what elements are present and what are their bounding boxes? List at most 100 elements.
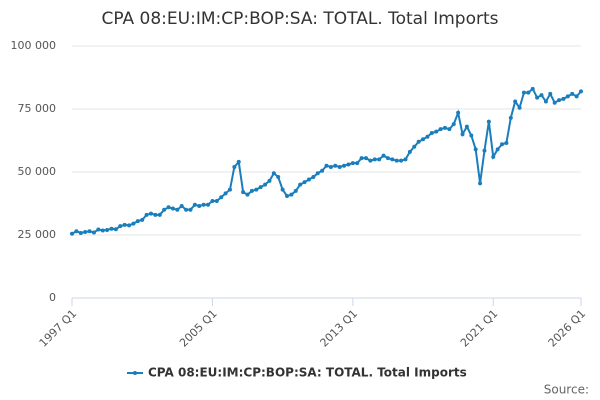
data-point xyxy=(434,129,439,134)
data-point xyxy=(245,192,250,197)
data-point xyxy=(557,98,562,103)
data-point xyxy=(197,204,202,209)
data-point xyxy=(412,144,417,149)
data-point xyxy=(368,158,373,163)
data-point xyxy=(548,91,553,96)
data-point xyxy=(333,163,338,168)
data-point xyxy=(184,207,189,212)
data-point xyxy=(517,105,522,110)
data-point xyxy=(390,157,395,162)
data-point xyxy=(456,110,461,115)
data-point xyxy=(491,154,496,159)
x-tick-label: 2026 Q1 xyxy=(546,307,589,350)
data-point xyxy=(495,147,500,152)
data-point xyxy=(552,100,557,105)
legend-marker xyxy=(133,371,137,375)
data-point xyxy=(539,93,544,98)
data-point xyxy=(232,164,237,169)
y-tick-label: 50 000 xyxy=(18,165,57,178)
data-point xyxy=(219,195,224,200)
data-point xyxy=(166,205,171,210)
data-point xyxy=(87,229,92,234)
data-point xyxy=(179,204,184,209)
data-point xyxy=(162,207,167,212)
data-point xyxy=(289,192,294,197)
data-point xyxy=(113,227,118,232)
data-point xyxy=(74,229,79,234)
data-point xyxy=(280,187,285,192)
data-point xyxy=(267,178,272,183)
data-point xyxy=(227,187,232,192)
data-point xyxy=(486,119,491,124)
data-point xyxy=(500,142,505,147)
data-point xyxy=(315,171,320,176)
data-point xyxy=(359,156,364,161)
data-point xyxy=(521,90,526,95)
data-point xyxy=(140,217,145,222)
data-point xyxy=(214,198,219,203)
data-point xyxy=(416,139,421,144)
data-point xyxy=(530,86,535,91)
data-point xyxy=(285,193,290,198)
data-point xyxy=(144,212,149,217)
data-point xyxy=(574,94,579,99)
data-point xyxy=(236,159,241,164)
x-tick-label: 2013 Q1 xyxy=(318,307,361,350)
data-point xyxy=(302,180,307,185)
y-tick-label: 100 000 xyxy=(11,39,57,52)
data-point xyxy=(96,227,101,232)
data-point xyxy=(293,188,298,193)
data-point xyxy=(526,90,531,95)
data-point xyxy=(324,163,329,168)
data-point xyxy=(311,175,316,180)
y-tick-label: 0 xyxy=(49,291,56,304)
data-point xyxy=(271,171,276,176)
data-point xyxy=(469,133,474,138)
data-point xyxy=(342,163,347,168)
data-point xyxy=(135,219,140,224)
data-point xyxy=(328,164,333,169)
data-point xyxy=(188,207,193,212)
data-point xyxy=(372,157,377,162)
data-point xyxy=(535,95,540,100)
data-point xyxy=(254,187,259,192)
data-point xyxy=(429,130,434,135)
data-point xyxy=(105,227,110,232)
data-point xyxy=(579,89,583,94)
data-point xyxy=(206,202,211,207)
data-point xyxy=(350,161,355,166)
data-point xyxy=(565,94,570,99)
data-point xyxy=(482,148,487,153)
data-point xyxy=(337,164,342,169)
data-point xyxy=(381,153,386,158)
series-line xyxy=(71,87,582,235)
data-point xyxy=(148,211,153,216)
data-point xyxy=(210,198,215,203)
data-point xyxy=(175,207,180,212)
data-point xyxy=(118,224,123,229)
data-point xyxy=(100,228,105,233)
data-point xyxy=(157,212,162,217)
data-point xyxy=(473,147,478,152)
y-tick-label: 25 000 xyxy=(18,228,57,241)
chart-title: CPA 08:EU:IM:CP:BOP:SA: TOTAL. Total Imp… xyxy=(101,9,498,29)
data-point xyxy=(78,230,83,235)
data-point xyxy=(70,231,74,236)
data-point xyxy=(447,127,452,132)
y-tick-label: 75 000 xyxy=(18,102,57,115)
data-point xyxy=(241,190,246,195)
data-point xyxy=(127,223,132,228)
data-point xyxy=(83,229,88,234)
x-tick-label: 2021 Q1 xyxy=(458,307,501,350)
data-point xyxy=(407,149,412,154)
x-tick-label: 2005 Q1 xyxy=(177,307,220,350)
data-point xyxy=(91,230,96,235)
data-point xyxy=(170,206,175,211)
data-point xyxy=(513,99,518,104)
data-point xyxy=(478,181,483,186)
data-point xyxy=(249,188,254,193)
data-point xyxy=(451,122,456,127)
data-point xyxy=(385,156,390,161)
data-point xyxy=(561,96,566,101)
